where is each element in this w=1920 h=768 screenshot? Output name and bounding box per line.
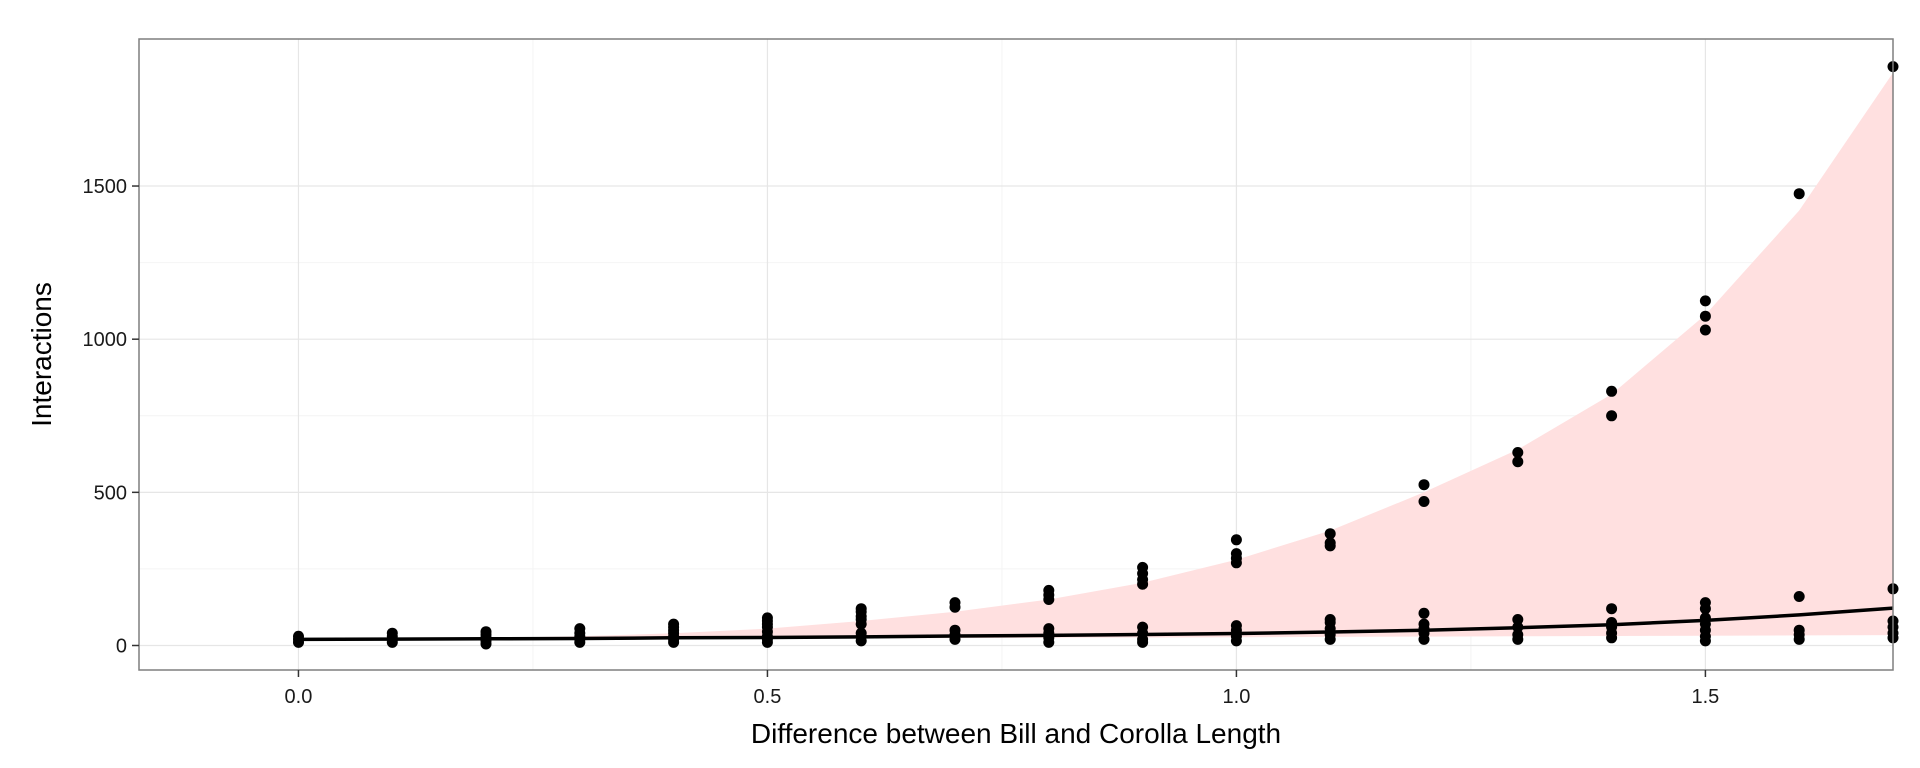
data-point (293, 630, 304, 642)
data-point (949, 597, 961, 609)
x-tick-label: 1.5 (1692, 686, 1720, 708)
data-point (1512, 447, 1524, 458)
data-point (1793, 591, 1805, 602)
y-tick-label: 500 (94, 482, 127, 504)
data-point (1418, 479, 1430, 491)
data-point (1699, 295, 1711, 307)
data-point (1606, 410, 1618, 422)
x-axis-title: Difference between Bill and Corolla Leng… (751, 718, 1281, 749)
data-point (1699, 324, 1711, 336)
confidence-band (298, 72, 1893, 640)
x-tick-label: 0.5 (754, 686, 782, 708)
x-tick-label: 0.0 (285, 686, 313, 708)
confidence-band-group (298, 72, 1893, 640)
data-points (293, 61, 1899, 650)
data-point (1418, 618, 1430, 630)
data-point (1043, 623, 1055, 635)
data-point (386, 627, 398, 639)
fit-line-group (298, 606, 1894, 642)
data-point (1606, 603, 1618, 615)
data-point (761, 612, 773, 624)
axis-ticks: 0.0 0.5 1.0 1.5 0 500 1000 1500 (83, 176, 1720, 708)
y-axis-title: Interactions (26, 282, 57, 427)
data-point (668, 618, 680, 630)
data-point (1512, 629, 1524, 641)
data-point (1230, 548, 1242, 560)
data-point (855, 627, 867, 639)
data-point (949, 624, 961, 636)
plot-panel-border (138, 38, 1894, 671)
data-point (1699, 310, 1711, 322)
data-point (1324, 614, 1336, 625)
data-point (1324, 537, 1336, 549)
data-point (1043, 584, 1055, 596)
data-point (1793, 624, 1805, 636)
data-point (1137, 621, 1149, 633)
data-point (574, 623, 586, 635)
data-point (1137, 561, 1149, 573)
data-point (1230, 534, 1242, 546)
data-point (1324, 528, 1336, 540)
data-point (1418, 607, 1430, 619)
y-tick-label: 1500 (83, 176, 128, 198)
fit-line (298, 606, 1894, 642)
data-point (1606, 617, 1618, 628)
y-tick-label: 1000 (83, 329, 128, 351)
data-point (1699, 612, 1711, 624)
data-point (1418, 496, 1430, 507)
x-tick-label: 1.0 (1223, 686, 1251, 708)
data-point (480, 626, 492, 638)
data-point (1606, 385, 1618, 397)
data-point (855, 603, 867, 615)
data-point (1230, 620, 1242, 632)
data-point (1793, 188, 1805, 200)
data-point (1699, 597, 1711, 609)
data-point (1512, 621, 1524, 633)
y-tick-label: 0 (116, 635, 127, 657)
data-point (1512, 614, 1524, 625)
data-point (1512, 456, 1524, 468)
